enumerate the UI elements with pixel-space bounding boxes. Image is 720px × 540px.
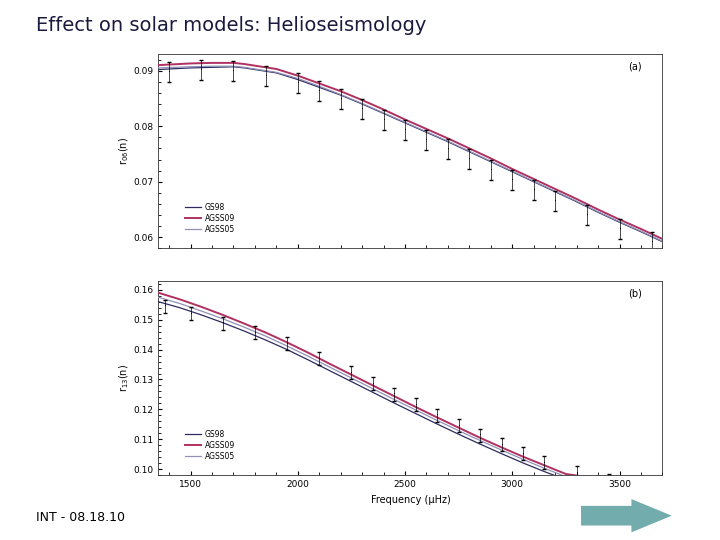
Text: Effect on solar models: Helioseismology: Effect on solar models: Helioseismology xyxy=(36,16,426,35)
Legend: GS98, AGSS09, AGSS05: GS98, AGSS09, AGSS05 xyxy=(182,200,238,237)
Y-axis label: r$_{13}$(n): r$_{13}$(n) xyxy=(117,364,130,392)
Y-axis label: r$_{06}$(n): r$_{06}$(n) xyxy=(117,137,130,165)
Text: (b): (b) xyxy=(629,288,642,299)
Polygon shape xyxy=(581,499,672,532)
Legend: GS98, AGSS09, AGSS05: GS98, AGSS09, AGSS05 xyxy=(182,427,238,464)
Text: INT - 08.18.10: INT - 08.18.10 xyxy=(36,511,125,524)
Text: (a): (a) xyxy=(629,62,642,72)
X-axis label: Frequency (μHz): Frequency (μHz) xyxy=(371,495,450,504)
